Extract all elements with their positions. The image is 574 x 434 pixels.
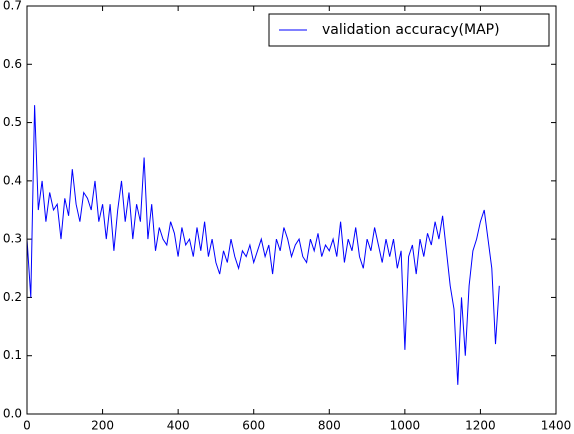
x-tick-label: 1400 (541, 419, 572, 433)
y-tick-label: 0.0 (3, 407, 22, 421)
x-tick-label: 200 (91, 419, 114, 433)
x-tick-label: 600 (242, 419, 265, 433)
x-tick-label: 0 (23, 419, 31, 433)
legend-label: validation accuracy(MAP) (322, 22, 500, 38)
x-tick-label: 1200 (465, 419, 496, 433)
y-tick-label: 0.3 (3, 232, 22, 246)
y-tick-label: 0.1 (3, 348, 22, 362)
y-tick-label: 0.6 (3, 57, 22, 71)
x-tick-label: 1000 (390, 419, 421, 433)
legend (268, 13, 550, 47)
y-tick-label: 0.4 (3, 173, 22, 187)
x-tick-label: 400 (167, 419, 190, 433)
plot-frame (26, 5, 557, 415)
y-tick-label: 0.7 (3, 0, 22, 13)
y-tick-label: 0.5 (3, 115, 22, 129)
y-tick-label: 0.2 (3, 290, 22, 304)
x-tick-label: 800 (318, 419, 341, 433)
line (26, 105, 500, 385)
